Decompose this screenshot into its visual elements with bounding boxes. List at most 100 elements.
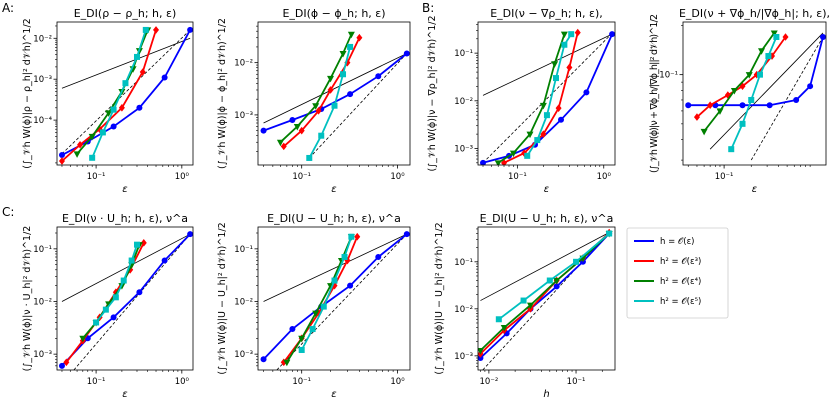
data-point [553, 283, 560, 290]
data-point [293, 124, 301, 131]
plot-area [685, 30, 826, 161]
data-point [524, 152, 531, 159]
data-point [739, 120, 746, 127]
data-point [312, 103, 320, 110]
data-point [765, 53, 772, 60]
data-point [341, 254, 348, 261]
y-tick-label: 10⁻³ [454, 144, 473, 154]
panel-2: 10⁻¹ 10⁰ 10⁻³ 10⁻² E_DI(ϕ − ϕ_h; h, ε) ε (∫_𝒱h… [217, 7, 411, 195]
reference-line-dashed [750, 36, 824, 161]
data-point [520, 297, 527, 304]
reference-line-dashed [276, 233, 408, 370]
data-point [348, 233, 355, 240]
panel-5: 10⁻¹ 10⁰ 10⁻³ 10⁻² 10⁻¹ E_DI(ν · U_h; h, ε), … [22, 212, 194, 400]
data-point [331, 277, 338, 284]
panels: 10⁻¹ 10⁰ 10⁻⁴ 10⁻³ 10⁻² E_DI(ρ − ρ_h; h, ε) ε (… [22, 7, 830, 400]
series-line-2 [503, 32, 579, 164]
data-point [161, 74, 168, 81]
x-axis-label: ε [122, 389, 128, 400]
data-point [112, 294, 119, 301]
data-point [553, 278, 561, 285]
reference-line-solid [480, 232, 610, 301]
data-point [403, 231, 410, 238]
data-point [298, 335, 306, 343]
data-point [534, 137, 541, 144]
data-point [546, 277, 553, 284]
x-tick-label: 10⁻¹ [508, 172, 527, 182]
data-point [756, 71, 763, 78]
reference-line-dashed [73, 233, 191, 370]
series-line-4 [91, 29, 147, 159]
y-axis-label: (∫_𝒱h W(ϕ)|ρ − ρ_h|² d𝒱h)^1/2 [22, 18, 33, 168]
legend-entry: h² = 𝒪(ε³) [634, 257, 701, 267]
legend-entry: h² = 𝒪(ε⁵) [634, 297, 701, 307]
data-point [58, 362, 65, 369]
plot-area [478, 228, 613, 370]
y-tick-label: 10⁻² [33, 34, 52, 44]
series-line-1 [263, 52, 408, 132]
legend-label: h² = 𝒪(ε⁵) [660, 297, 701, 307]
data-point [289, 116, 296, 123]
series-line-4 [95, 244, 138, 324]
panel-3: 10⁻¹ 10⁰ 10⁻³ 10⁻² 10⁻¹ E_DI(ν − ∇ρ_h; h, ε),… [427, 7, 616, 195]
x-tick-label: 10⁰ [390, 377, 405, 387]
x-axis-label: ε [331, 184, 337, 195]
y-tick-label: 10⁻¹ [454, 258, 473, 268]
x-axis-label: ε [122, 184, 128, 195]
x-tick-label: 10⁻¹ [567, 377, 586, 387]
panel-title: E_DI(U − U_h; h, ε), ν^a [267, 212, 401, 225]
data-point [347, 43, 354, 50]
series-line-1 [479, 232, 610, 359]
y-tick-label: 10⁻¹ [234, 245, 253, 255]
data-point [340, 71, 347, 78]
panel-title: E_DI(ν − ∇ρ_h; h, ε), [490, 7, 603, 20]
data-point [356, 33, 363, 42]
series-line-3 [703, 32, 776, 132]
data-point [745, 72, 753, 79]
data-point [606, 230, 613, 237]
data-point [327, 86, 334, 94]
data-point [140, 239, 147, 247]
data-point [540, 130, 547, 138]
y-tick-label: 10⁻¹ [454, 49, 473, 59]
data-point [707, 101, 714, 110]
data-point [583, 89, 590, 96]
data-point [609, 31, 615, 38]
panel-7: 10⁻² 10⁻¹ 10⁻³ 10⁻² 10⁻¹ E_DI(U − U_h; h, ε),… [434, 212, 616, 400]
y-tick-label: 10⁻² [454, 97, 473, 107]
panel-title: E_DI(ρ − ρ_h; h, ε) [74, 7, 177, 20]
data-point [500, 325, 508, 332]
y-tick-label: 10⁻² [234, 297, 253, 307]
x-tick-label: 10⁻¹ [87, 377, 106, 387]
reference-line-solid [263, 53, 407, 124]
data-point [89, 154, 96, 161]
axes-frame [477, 21, 616, 166]
data-point [88, 133, 96, 141]
legend-label: h² = 𝒪(ε³) [660, 257, 701, 267]
data-point [793, 96, 800, 103]
y-tick-label: 10⁻³ [234, 350, 253, 360]
data-point [539, 102, 547, 110]
section-label-b: B: [422, 1, 434, 15]
data-point [685, 102, 692, 109]
data-point [509, 150, 517, 158]
data-point [118, 104, 125, 112]
data-point [73, 151, 81, 158]
data-point [260, 356, 267, 363]
data-point [327, 75, 335, 83]
data-point [122, 80, 129, 87]
data-point [112, 288, 119, 297]
series-line-4 [730, 36, 778, 150]
series-line-4 [308, 46, 351, 159]
data-point [315, 106, 322, 115]
legend-box [626, 227, 729, 319]
data-point [280, 142, 287, 151]
data-point [331, 102, 338, 109]
data-point [312, 310, 320, 318]
data-point [552, 75, 559, 82]
data-point [561, 41, 568, 48]
x-axis-label: ε [544, 184, 550, 195]
data-point [758, 48, 766, 55]
data-point [739, 102, 746, 109]
data-point [500, 159, 507, 165]
